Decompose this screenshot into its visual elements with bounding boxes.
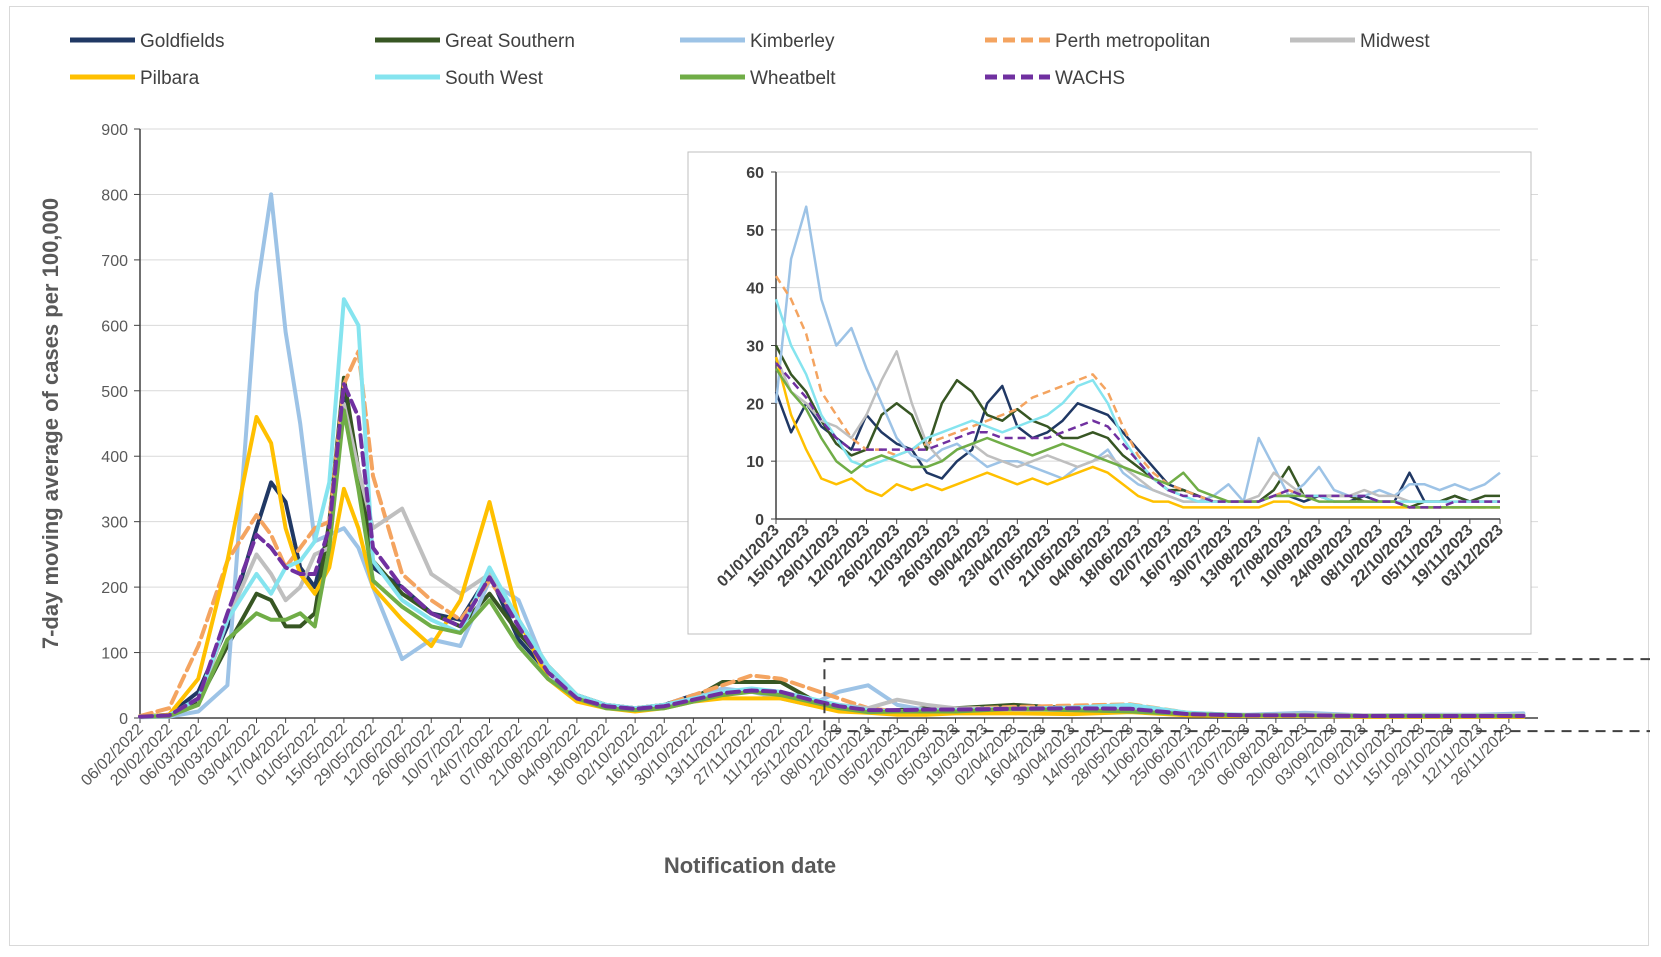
inset-series-line-pilbara — [774, 356, 1500, 509]
legend-label-midwest: Midwest — [1360, 31, 1430, 52]
inset-series-line-wheatbelt — [774, 367, 1500, 509]
inset-series-line-midwest — [774, 350, 1500, 503]
legend-label-kimberley: Kimberley — [750, 31, 835, 52]
series-line-wachs — [138, 382, 1526, 719]
inset-ytick-label-50: 50 — [746, 223, 764, 240]
legend-label-perth-metropolitan: Perth metropolitan — [1055, 31, 1210, 52]
legend-label-south-west: South West — [445, 68, 544, 89]
ytick-label-700: 700 — [101, 253, 128, 270]
ytick-label-600: 600 — [101, 318, 128, 335]
inset-ytick-label-0: 0 — [755, 512, 764, 529]
ytick-label-400: 400 — [101, 449, 128, 466]
ytick-label-0: 0 — [119, 711, 128, 728]
ytick-label-900: 900 — [101, 122, 128, 139]
chart-svg: Goldfields Great Southern Kimberley Perth m… — [38, 31, 1656, 878]
inset-series-line-kimberley — [774, 205, 1501, 503]
legend-label-pilbara: Pilbara — [140, 68, 200, 89]
inset-ytick-label-60: 60 — [746, 165, 764, 182]
y-axis-title: 7-day moving average of cases per 100,00… — [38, 198, 63, 649]
x-axis-title: Notification date — [664, 853, 836, 878]
inset-ytick-label-40: 40 — [746, 281, 764, 298]
legend-label-goldfields: Goldfields — [140, 31, 225, 52]
ytick-label-500: 500 — [101, 384, 128, 401]
legend-label-wheatbelt: Wheatbelt — [750, 68, 836, 89]
series-line-wheatbelt — [138, 408, 1526, 719]
chart-frame: Goldfields Great Southern Kimberley Perth m… — [9, 6, 1656, 946]
ytick-label-300: 300 — [101, 515, 128, 532]
inset-ytick-label-10: 10 — [746, 454, 764, 471]
inset-ytick-label-20: 20 — [746, 396, 764, 413]
legend-label-wachs: WACHS — [1055, 68, 1125, 89]
inset-series-line-wachs — [775, 362, 1500, 509]
inset-ytick-label-30: 30 — [746, 339, 764, 356]
ytick-label-200: 200 — [101, 580, 128, 597]
ytick-label-100: 100 — [101, 646, 128, 663]
zoom-highlight-box — [823, 658, 1656, 733]
ytick-label-800: 800 — [101, 187, 128, 204]
legend-label-great-southern: Great Southern — [445, 31, 575, 52]
